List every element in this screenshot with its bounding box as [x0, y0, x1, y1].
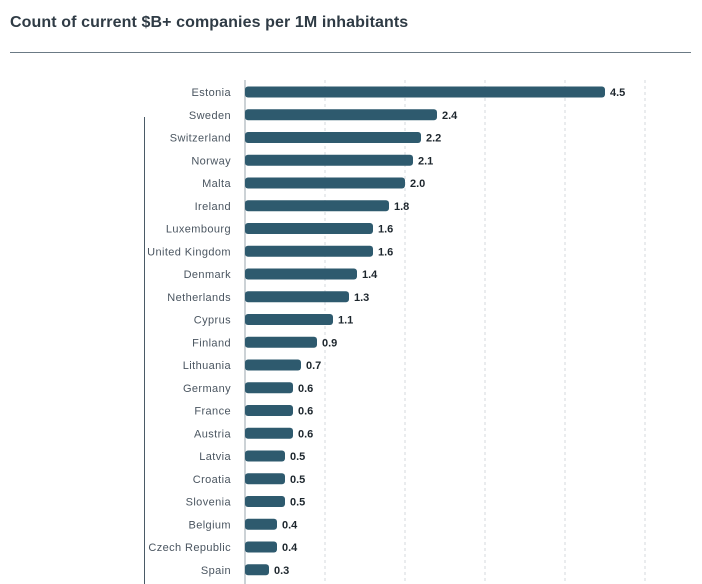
- value-label: 2.4: [442, 110, 458, 122]
- category-label: Ireland: [195, 201, 231, 213]
- category-label: United Kingdom: [147, 246, 231, 258]
- bar: [245, 154, 413, 166]
- category-label: Luxembourg: [166, 224, 231, 236]
- category-label: Sweden: [189, 110, 231, 122]
- bar: [245, 200, 389, 212]
- category-label: Cyprus: [194, 315, 231, 327]
- value-label: 0.4: [282, 519, 298, 531]
- bar: [245, 382, 293, 394]
- bar: [245, 359, 301, 371]
- category-label: Netherlands: [167, 292, 231, 304]
- category-label: France: [194, 406, 231, 418]
- left-accent-line: [144, 117, 145, 584]
- bar: [245, 223, 373, 234]
- value-label: 0.6: [298, 428, 313, 440]
- value-label: 4.5: [610, 87, 625, 99]
- category-label: Latvia: [199, 451, 231, 463]
- value-label: 0.6: [298, 406, 313, 418]
- category-label: Germany: [183, 383, 231, 395]
- value-label: 0.4: [282, 542, 298, 554]
- bar: [245, 245, 373, 257]
- value-label: 1.3: [354, 292, 369, 304]
- value-label: 2.2: [426, 133, 441, 145]
- category-label: Norway: [191, 155, 231, 167]
- value-label: 1.6: [378, 224, 393, 236]
- category-label: Spain: [201, 565, 231, 577]
- bars: [245, 86, 605, 576]
- bar: [245, 86, 605, 98]
- category-label: Lithuania: [183, 360, 232, 372]
- value-label: 0.7: [306, 360, 321, 372]
- value-label: 0.5: [290, 474, 305, 486]
- value-label: 0.6: [298, 383, 313, 395]
- category-label: Austria: [194, 428, 232, 440]
- bar: [245, 268, 357, 280]
- value-label: 2.1: [418, 155, 433, 167]
- category-label: Estonia: [192, 87, 232, 99]
- bar: [245, 336, 317, 348]
- bar: [245, 496, 285, 507]
- bar: [245, 450, 285, 462]
- category-label: Croatia: [193, 474, 232, 486]
- bar: [245, 564, 269, 576]
- value-label: 0.5: [290, 497, 305, 509]
- title-divider: [10, 52, 691, 53]
- value-label: 1.1: [338, 315, 353, 327]
- bar: [245, 427, 293, 439]
- bar: [245, 177, 405, 189]
- bar: [245, 518, 277, 530]
- bar: [245, 132, 421, 143]
- bar: [245, 314, 333, 325]
- category-label: Switzerland: [170, 133, 231, 145]
- bar: [245, 541, 277, 553]
- value-label: 1.4: [362, 269, 378, 281]
- value-label: 0.3: [274, 565, 289, 577]
- category-label: Belgium: [188, 519, 231, 531]
- value-label: 2.0: [410, 178, 425, 190]
- category-label: Denmark: [184, 269, 232, 281]
- category-label: Malta: [202, 178, 231, 190]
- value-label: 0.5: [290, 451, 305, 463]
- labels: Estonia 4.5 Sweden 2.4 Switzerland 2.2 Norway 2…: [147, 87, 625, 577]
- bar: [245, 405, 293, 416]
- category-label: Slovenia: [186, 497, 232, 509]
- bar: [245, 473, 285, 485]
- category-label: Finland: [192, 337, 231, 349]
- chart-title: Count of current $B+ companies per 1M in…: [10, 14, 409, 31]
- bar: [245, 291, 349, 303]
- category-label: Czech Republic: [148, 542, 231, 554]
- value-label: 0.9: [322, 337, 337, 349]
- value-label: 1.8: [394, 201, 409, 213]
- value-label: 1.6: [378, 246, 393, 258]
- bar: [245, 109, 437, 121]
